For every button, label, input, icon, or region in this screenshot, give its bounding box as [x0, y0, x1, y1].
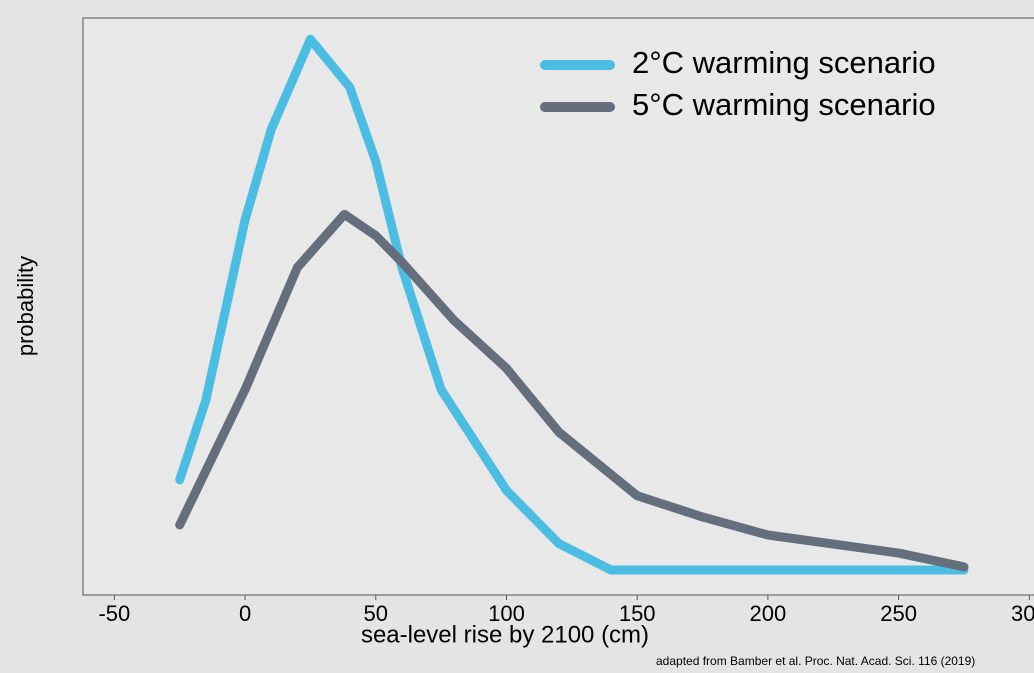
x-tick-label: 100 [488, 601, 525, 626]
chart: probability sea-level rise by 2100 (cm) … [0, 0, 1034, 673]
legend-label: 5°C warming scenario [632, 87, 936, 122]
x-tick-label: 300 [1011, 601, 1034, 626]
x-tick-label: 0 [239, 601, 251, 626]
x-tick-label: 200 [750, 601, 787, 626]
y-axis-label: probability [13, 256, 38, 356]
x-tick-label: 250 [880, 601, 917, 626]
x-tick-label: 50 [364, 601, 388, 626]
source-note: adapted from Bamber et al. Proc. Nat. Ac… [656, 654, 975, 668]
x-tick-label: 150 [619, 601, 656, 626]
x-tick-label: -50 [98, 601, 130, 626]
legend-label: 2°C warming scenario [632, 45, 936, 80]
